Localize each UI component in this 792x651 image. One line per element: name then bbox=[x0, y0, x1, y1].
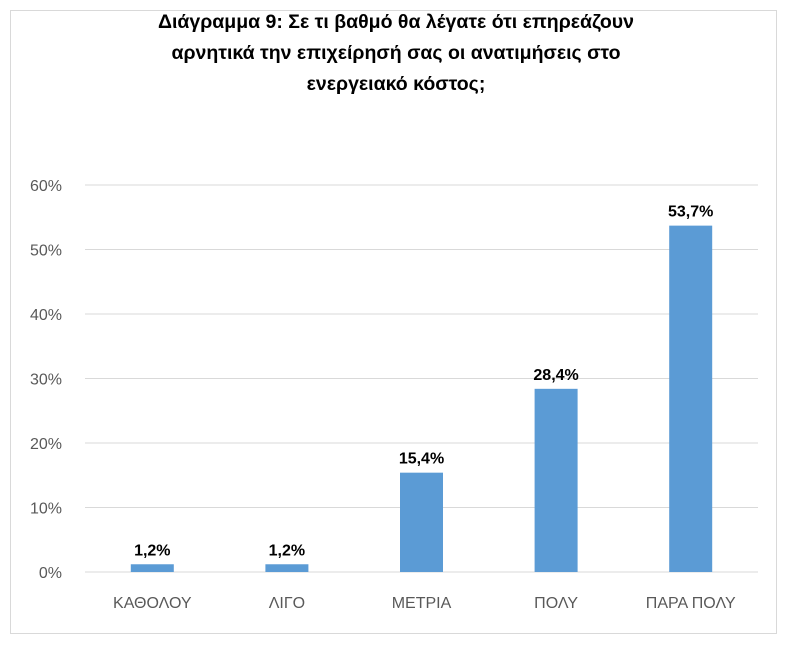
y-tick-label: 60% bbox=[30, 178, 62, 195]
y-tick-label: 20% bbox=[30, 436, 62, 453]
data-label: 28,4% bbox=[533, 367, 578, 384]
bar bbox=[400, 472, 443, 572]
y-tick-label: 10% bbox=[30, 501, 62, 518]
data-label: 53,7% bbox=[668, 204, 713, 221]
bars bbox=[130, 225, 713, 572]
x-category-label: ΚΑΘΟΛΟΥ bbox=[113, 595, 192, 612]
data-labels: 1,2% 1,2% 15,4% 28,4% 53,7% bbox=[134, 204, 713, 560]
y-tick-label: 30% bbox=[30, 372, 62, 389]
chart-frame bbox=[10, 10, 777, 634]
y-axis-ticks: 0% 10% 20% 30% 40% 50% 60% bbox=[30, 178, 62, 582]
data-label: 1,2% bbox=[134, 542, 170, 559]
x-category-label: ΜΕΤΡΙΑ bbox=[392, 595, 452, 612]
bar bbox=[130, 564, 174, 572]
y-tick-label: 40% bbox=[30, 307, 62, 324]
bar bbox=[534, 388, 578, 572]
x-category-label: ΠΑΡΑ ΠΟΛΥ bbox=[646, 595, 736, 612]
data-label: 15,4% bbox=[399, 451, 444, 468]
bar bbox=[669, 225, 713, 572]
x-category-label: ΠΟΛΥ bbox=[534, 595, 578, 612]
x-axis-categories: ΚΑΘΟΛΟΥ ΛΙΓΟ ΜΕΤΡΙΑ ΠΟΛΥ ΠΑΡΑ ΠΟΛΥ bbox=[113, 595, 736, 612]
bar bbox=[265, 564, 309, 572]
data-label: 1,2% bbox=[269, 542, 305, 559]
x-category-label: ΛΙΓΟ bbox=[269, 595, 305, 612]
y-tick-label: 0% bbox=[39, 565, 62, 582]
y-tick-label: 50% bbox=[30, 243, 62, 260]
chart-title: Διάγραμμα 9: Σε τι βαθμό θα λέγατε ότι ε… bbox=[157, 11, 635, 95]
